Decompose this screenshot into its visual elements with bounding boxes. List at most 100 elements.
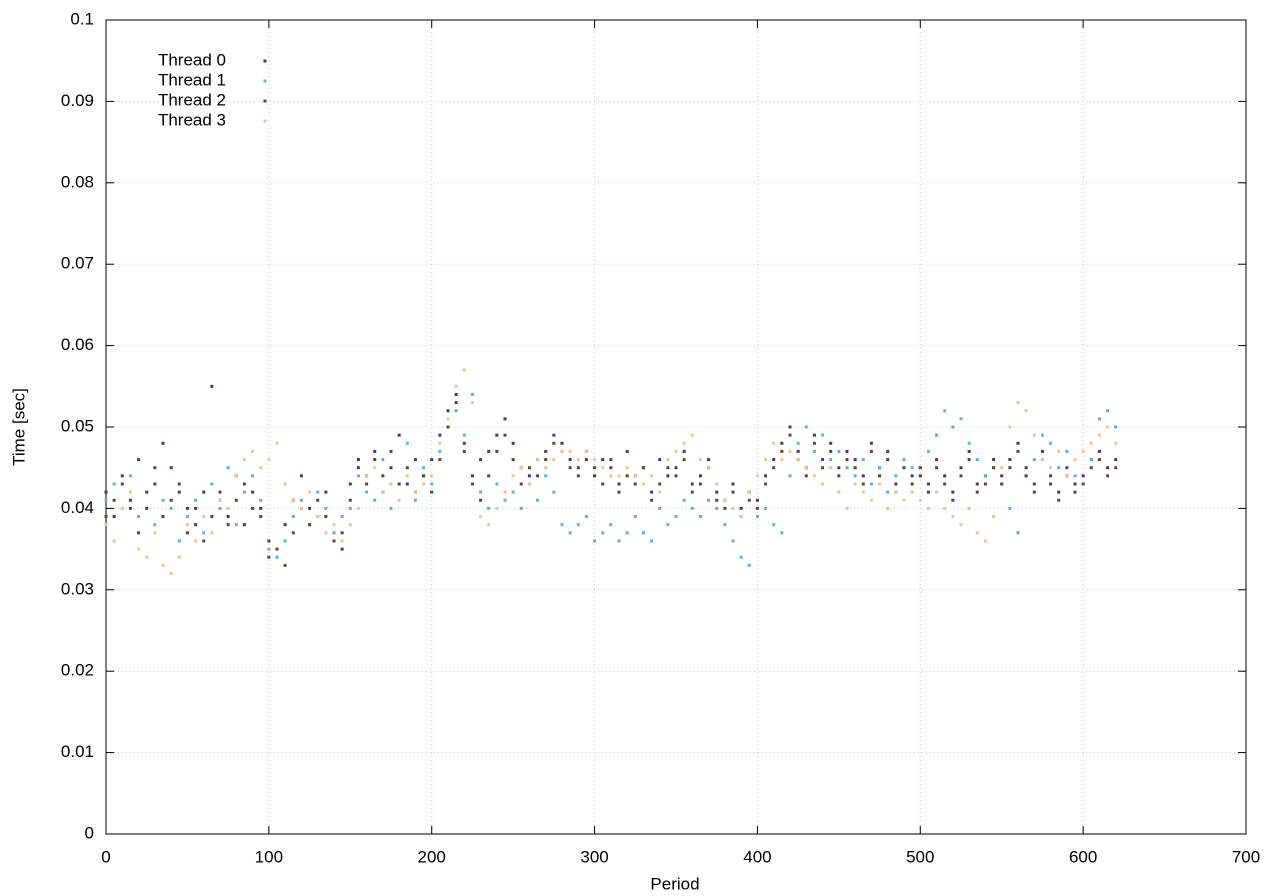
point <box>299 498 303 502</box>
point <box>202 531 206 535</box>
point <box>959 523 963 527</box>
point <box>707 498 711 502</box>
point <box>438 433 442 437</box>
point <box>332 531 336 535</box>
point <box>861 474 865 478</box>
point <box>804 466 808 470</box>
point <box>788 474 792 478</box>
point <box>495 449 499 453</box>
point <box>137 458 141 462</box>
point <box>161 441 165 445</box>
point <box>259 466 263 470</box>
point <box>413 490 417 494</box>
point <box>1065 449 1069 453</box>
point <box>723 523 727 527</box>
point <box>1081 474 1085 478</box>
point <box>788 449 792 453</box>
point <box>389 482 393 486</box>
point <box>894 474 898 478</box>
point <box>462 433 466 437</box>
point <box>527 482 531 486</box>
x-tick-label: 600 <box>1069 847 1097 866</box>
legend-marker <box>263 59 267 63</box>
point <box>715 498 719 502</box>
point <box>935 433 939 437</box>
point <box>1097 449 1101 453</box>
point <box>519 482 523 486</box>
point <box>845 449 849 453</box>
point <box>112 498 116 502</box>
point <box>951 490 955 494</box>
point <box>438 441 442 445</box>
point <box>405 482 409 486</box>
point <box>943 482 947 486</box>
legend-label: Thread 3 <box>158 110 226 129</box>
point <box>780 458 784 462</box>
point <box>869 498 873 502</box>
y-tick-label: 0.08 <box>61 172 94 191</box>
point <box>633 474 637 478</box>
point <box>308 506 312 510</box>
point <box>120 474 124 478</box>
point <box>267 458 271 462</box>
point <box>747 490 751 494</box>
point <box>682 498 686 502</box>
point <box>894 490 898 494</box>
point <box>576 523 580 527</box>
point <box>128 506 132 510</box>
point <box>462 441 466 445</box>
point <box>1032 458 1036 462</box>
point <box>650 490 654 494</box>
point <box>902 466 906 470</box>
point <box>772 523 776 527</box>
point <box>910 474 914 478</box>
point <box>1065 466 1069 470</box>
point <box>251 490 255 494</box>
point <box>536 474 540 478</box>
point <box>992 466 996 470</box>
point <box>674 515 678 519</box>
point <box>251 449 255 453</box>
point <box>291 498 295 502</box>
point <box>267 539 271 543</box>
point <box>169 466 173 470</box>
point <box>731 539 735 543</box>
point <box>340 515 344 519</box>
point <box>837 449 841 453</box>
point <box>1114 441 1118 445</box>
point <box>690 506 694 510</box>
point <box>1097 417 1101 421</box>
point <box>202 515 206 519</box>
point <box>422 466 426 470</box>
point <box>153 523 157 527</box>
point <box>177 482 181 486</box>
point <box>755 506 759 510</box>
point <box>967 506 971 510</box>
point <box>796 458 800 462</box>
point <box>128 498 132 502</box>
point <box>788 433 792 437</box>
point <box>145 555 149 559</box>
point <box>829 466 833 470</box>
point <box>340 531 344 535</box>
point <box>837 490 841 494</box>
point <box>1097 458 1101 462</box>
point <box>796 441 800 445</box>
point <box>527 474 531 478</box>
point <box>430 490 434 494</box>
point <box>185 523 189 527</box>
legend-label: Thread 2 <box>158 90 226 109</box>
point <box>568 458 572 462</box>
point <box>1089 458 1093 462</box>
point <box>568 466 572 470</box>
point <box>674 474 678 478</box>
point <box>446 417 450 421</box>
point <box>234 474 238 478</box>
point <box>234 523 238 527</box>
point <box>202 490 206 494</box>
point <box>845 458 849 462</box>
point <box>1024 466 1028 470</box>
point <box>617 490 621 494</box>
point <box>275 547 279 551</box>
point <box>1073 458 1077 462</box>
